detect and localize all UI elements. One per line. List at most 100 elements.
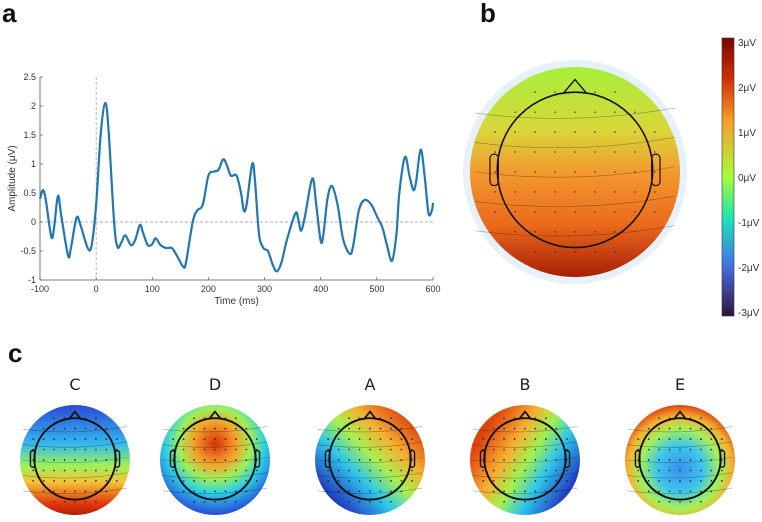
- electrode-dot: [545, 469, 547, 472]
- electrode-dot: [710, 438, 713, 440]
- electrode-dot: [534, 91, 536, 93]
- electrode-dot: [203, 480, 206, 482]
- electrode-dot: [53, 459, 55, 461]
- electrode-dot: [513, 459, 516, 461]
- electrode-dot: [255, 438, 258, 440]
- electrode-dot: [565, 459, 568, 461]
- electrode-dot: [574, 151, 576, 153]
- electrode-dot: [105, 438, 108, 440]
- electrode-dot: [555, 469, 558, 472]
- electrode-dot: [668, 490, 671, 493]
- y-tick-label: 1.5: [23, 130, 36, 140]
- electrode-dot: [545, 438, 547, 440]
- electrode-dot: [358, 469, 361, 472]
- electrode-dot: [594, 151, 596, 153]
- electrode-dot: [658, 438, 660, 440]
- electrode-dot: [534, 438, 537, 440]
- electrode-dot: [369, 459, 371, 461]
- electrode-dot: [574, 171, 576, 173]
- electrode-dot: [514, 191, 516, 193]
- electrode-dot: [32, 459, 35, 461]
- electrode-dot: [492, 448, 495, 451]
- electrode-dot: [214, 417, 216, 420]
- electrode-dot: [193, 438, 195, 440]
- electrode-dot: [63, 427, 66, 430]
- x-tick-label: -100: [31, 284, 49, 294]
- electrode-dot: [400, 427, 403, 430]
- nose-icon: [562, 78, 588, 94]
- electrode-dot: [74, 427, 76, 430]
- electrode-dot: [679, 438, 681, 440]
- electrode-dot: [84, 490, 87, 493]
- electrode-dot: [524, 500, 526, 503]
- electrode-dot: [235, 490, 237, 493]
- electrode-dot: [614, 111, 616, 113]
- electrode-dot: [524, 438, 526, 440]
- contour-line: [317, 472, 423, 479]
- electrode-dot: [214, 459, 216, 461]
- electrode-dot: [172, 448, 175, 451]
- electrode-dot: [545, 490, 547, 493]
- electrode-dot: [634, 231, 636, 233]
- microstate-label: E: [675, 375, 685, 394]
- right-ear-icon: [719, 449, 726, 468]
- electrode-dot: [574, 231, 576, 233]
- electrode-dot: [63, 490, 66, 493]
- electrode-dot: [720, 459, 723, 461]
- electrode-dot: [42, 427, 45, 430]
- electrode-dot: [379, 448, 382, 451]
- electrode-dot: [554, 251, 556, 253]
- electrode-dot: [634, 111, 636, 113]
- electrode-dot: [513, 500, 516, 503]
- electrode-dot: [514, 211, 516, 213]
- electrode-dot: [245, 438, 248, 440]
- left-ear-icon: [634, 449, 641, 468]
- electrode-dot: [668, 480, 671, 482]
- electrode-dot: [494, 171, 496, 173]
- contour-line: [317, 426, 423, 433]
- electrode-dot: [614, 191, 616, 193]
- electrode-dot: [172, 480, 175, 482]
- y-tick-label: -1: [28, 275, 36, 285]
- right-ear-icon: [409, 449, 416, 468]
- colorbar: 3μV 2μV 1μV 0μV -1μV -2μV -3μV: [721, 37, 760, 319]
- electrode-dot: [358, 448, 361, 451]
- electrode-dot: [224, 469, 227, 472]
- electrode-dot: [503, 469, 505, 472]
- electrode-dot: [63, 459, 66, 461]
- electrode-dot: [95, 500, 97, 503]
- electrode-dot: [658, 500, 660, 503]
- contour-line: [162, 472, 268, 479]
- electrode-dot: [84, 417, 87, 420]
- electrode-dot: [637, 469, 640, 472]
- y-tick-label: 0: [31, 217, 36, 227]
- right-ear-icon: [651, 153, 661, 187]
- electrode-dot: [513, 438, 516, 440]
- electrode-dot: [514, 131, 516, 133]
- electrode-dot: [647, 427, 650, 430]
- electrode-dot: [720, 438, 723, 440]
- electrode-dot: [503, 500, 505, 503]
- electrode-dot: [379, 500, 382, 503]
- electrode-dot: [235, 500, 237, 503]
- electrode-dot: [658, 459, 660, 461]
- electrode-dot: [492, 459, 495, 461]
- contour-line: [627, 441, 733, 448]
- electrode-dot: [115, 438, 118, 440]
- electrode-dot: [327, 448, 330, 451]
- contour-line: [472, 426, 578, 433]
- electrode-dot: [574, 251, 576, 253]
- electrode-dot: [84, 480, 87, 482]
- electrode-dot: [182, 459, 185, 461]
- electrode-dot: [410, 459, 413, 461]
- electrode-dot: [658, 480, 660, 482]
- electrode-dot: [545, 427, 547, 430]
- electrode-dot: [182, 438, 185, 440]
- electrode-dot: [614, 211, 616, 213]
- nose-icon: [363, 410, 377, 420]
- electrode-dot: [74, 480, 76, 482]
- electrode-dot: [224, 480, 227, 482]
- contour-line: [22, 426, 128, 433]
- panel-letter-b: b: [480, 0, 496, 28]
- contour-line: [22, 487, 128, 494]
